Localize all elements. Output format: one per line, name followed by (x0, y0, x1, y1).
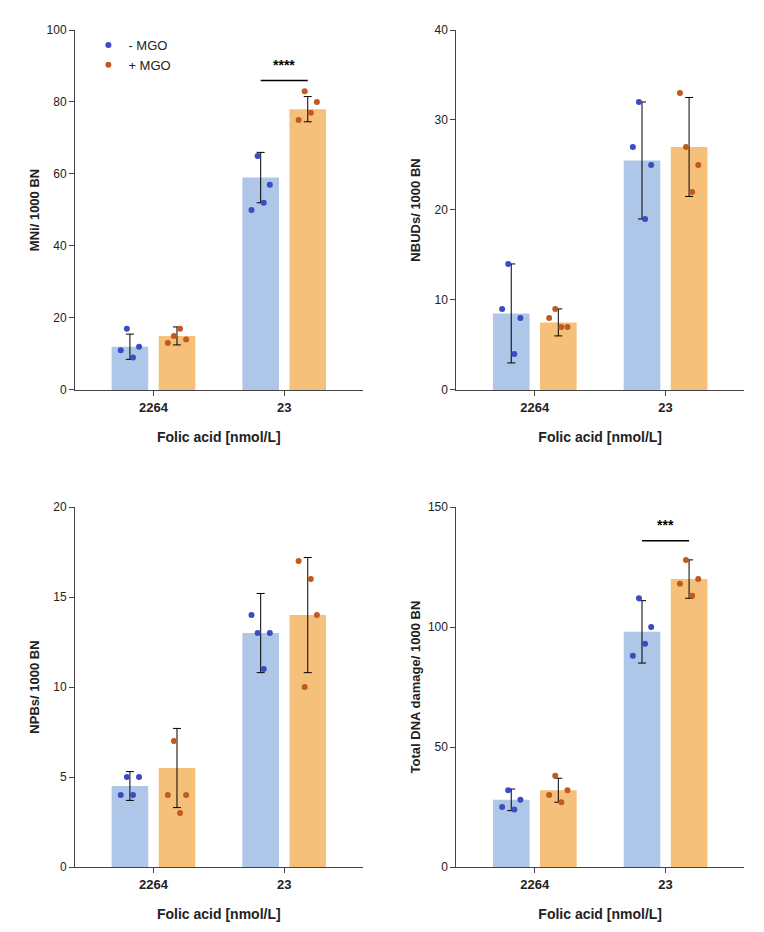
svg-text:- MGO: - MGO (128, 38, 167, 53)
svg-text:0: 0 (441, 383, 448, 397)
svg-text:2264: 2264 (520, 877, 550, 892)
svg-text:***: *** (657, 517, 674, 533)
svg-text:20: 20 (435, 203, 449, 217)
svg-text:10: 10 (435, 293, 449, 307)
svg-text:2264: 2264 (139, 400, 169, 415)
svg-text:30: 30 (435, 113, 449, 127)
svg-text:****: **** (273, 57, 295, 73)
svg-text:15: 15 (53, 590, 67, 604)
svg-text:60: 60 (53, 167, 67, 181)
svg-text:150: 150 (428, 500, 448, 514)
svg-text:40: 40 (53, 239, 67, 253)
svg-text:5: 5 (60, 770, 67, 784)
svg-text:23: 23 (658, 400, 672, 415)
svg-text:50: 50 (435, 740, 449, 754)
svg-text:0: 0 (60, 860, 67, 874)
svg-text:Folic acid [nmol/L]: Folic acid [nmol/L] (157, 429, 281, 445)
svg-text:100: 100 (47, 23, 67, 37)
svg-text:Total DNA damage/ 1000 BN: Total DNA damage/ 1000 BN (408, 601, 423, 774)
svg-text:10: 10 (53, 680, 67, 694)
svg-text:100: 100 (428, 620, 448, 634)
svg-text:NBUDs/ 1000 BN: NBUDs/ 1000 BN (408, 158, 423, 261)
svg-text:40: 40 (435, 23, 449, 37)
svg-text:20: 20 (53, 311, 67, 325)
svg-text:Folic acid [nmol/L]: Folic acid [nmol/L] (538, 906, 662, 922)
svg-text:+ MGO: + MGO (128, 58, 170, 73)
svg-text:23: 23 (658, 877, 672, 892)
svg-text:0: 0 (441, 860, 448, 874)
svg-text:2264: 2264 (139, 877, 169, 892)
svg-text:2264: 2264 (520, 400, 550, 415)
svg-text:23: 23 (277, 877, 291, 892)
svg-text:23: 23 (277, 400, 291, 415)
svg-text:NPBs/ 1000 BN: NPBs/ 1000 BN (27, 640, 42, 733)
svg-text:MNi/ 1000 BN: MNi/ 1000 BN (27, 169, 42, 251)
svg-text:20: 20 (53, 500, 67, 514)
svg-text:80: 80 (53, 95, 67, 109)
svg-text:Folic acid [nmol/L]: Folic acid [nmol/L] (157, 906, 281, 922)
svg-text:0: 0 (60, 383, 67, 397)
svg-text:Folic acid [nmol/L]: Folic acid [nmol/L] (538, 429, 662, 445)
